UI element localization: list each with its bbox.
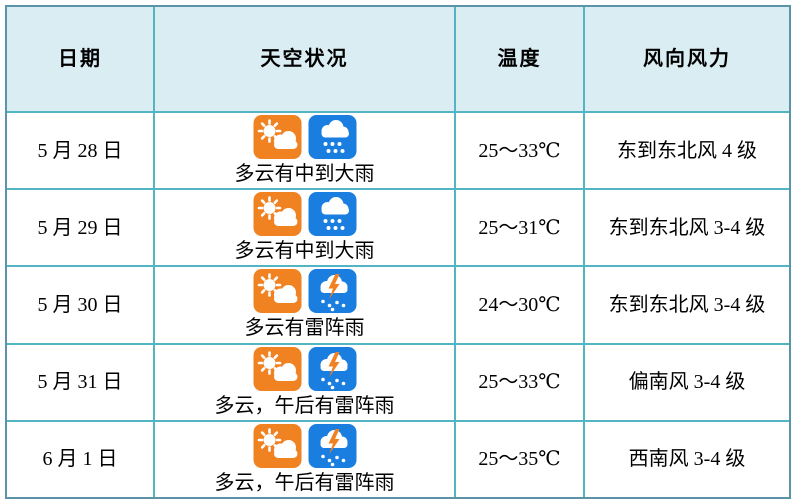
date-cell: 6 月 1 日: [7, 421, 153, 497]
wind-cell: 西南风 3-4 级: [585, 421, 789, 497]
header-cell-wind: 风向风力: [585, 7, 789, 111]
sky-cell: 多云，午后有雷阵雨: [155, 421, 454, 497]
rain-icon: [308, 192, 357, 236]
header-cell-temperature: 温度: [456, 7, 583, 111]
thunderstorm-icon: [308, 347, 357, 391]
date-cell: 5 月 30 日: [7, 267, 153, 343]
temperature-cell: 25～35℃: [456, 421, 583, 497]
sky-cell: 多云，午后有雷阵雨: [155, 344, 454, 420]
sky-cell: 多云有中到大雨: [155, 190, 454, 266]
weather-icon-pair: [253, 192, 357, 236]
wind-cell: 东到东北风 3-4 级: [585, 190, 789, 266]
sky-description: 多云有中到大雨: [234, 240, 375, 263]
thunderstorm-icon: [308, 424, 357, 468]
partly-cloudy-icon: [253, 269, 302, 313]
partly-cloudy-icon: [253, 347, 302, 391]
sky-cell: 多云有中到大雨: [155, 113, 454, 189]
weather-icon-pair: [253, 347, 357, 391]
weather-icon-pair: [253, 424, 357, 468]
sky-description: 多云有雷阵雨: [244, 317, 365, 340]
partly-cloudy-icon: [253, 192, 302, 236]
date-cell: 5 月 29 日: [7, 190, 153, 266]
temperature-cell: 25～31℃: [456, 190, 583, 266]
sky-description: 多云，午后有雷阵雨: [214, 471, 395, 494]
partly-cloudy-icon: [253, 424, 302, 468]
temperature-cell: 24～30℃: [456, 267, 583, 343]
partly-cloudy-icon: [253, 115, 302, 159]
header-cell-date: 日期: [7, 7, 153, 111]
weather-icon-pair: [253, 115, 357, 159]
sky-cell: 多云有雷阵雨: [155, 267, 454, 343]
thunderstorm-icon: [308, 269, 357, 313]
header-cell-sky: 天空状况: [155, 7, 454, 111]
rain-icon: [308, 115, 357, 159]
sky-description: 多云，午后有雷阵雨: [214, 394, 395, 417]
wind-cell: 东到东北风 3-4 级: [585, 267, 789, 343]
temperature-cell: 25～33℃: [456, 113, 583, 189]
date-cell: 5 月 31 日: [7, 344, 153, 420]
sky-description: 多云有中到大雨: [234, 163, 375, 186]
wind-cell: 偏南风 3-4 级: [585, 344, 789, 420]
date-cell: 5 月 28 日: [7, 113, 153, 189]
weather-icon-pair: [253, 269, 357, 313]
weather-forecast-table: 日期 天空状况 温度 风向风力 5 月 28 日 多云有中到大雨 25～33℃ …: [5, 5, 791, 499]
wind-cell: 东到东北风 4 级: [585, 113, 789, 189]
temperature-cell: 25～33℃: [456, 344, 583, 420]
